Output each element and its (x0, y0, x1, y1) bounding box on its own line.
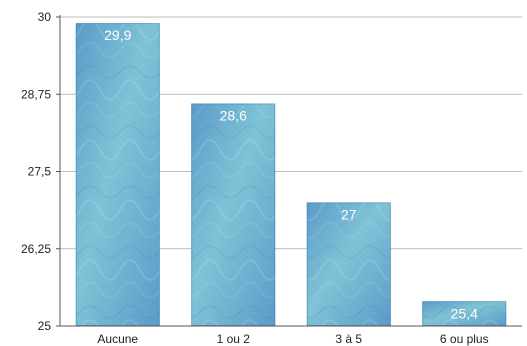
y-tick-label: 26,25 (21, 242, 51, 256)
y-tick-label: 25 (38, 319, 52, 333)
bar-texture (191, 103, 276, 327)
data-label: 27 (341, 206, 357, 222)
x-category-label: 1 ou 2 (217, 332, 251, 346)
y-tick-label: 30 (38, 10, 52, 24)
data-label: 29,9 (104, 27, 131, 43)
axes (56, 15, 522, 327)
bar-texture (306, 202, 391, 326)
data-label: 28,6 (220, 108, 247, 124)
bar-texture (422, 301, 507, 326)
y-tick-label: 28,75 (21, 87, 51, 101)
x-category-label: 6 ou plus (440, 332, 489, 346)
data-label: 25,4 (451, 305, 478, 321)
labels: 25 26,25 27,5 28,75 30 29,9 Aucune 28,6 1 ou 2 27… (21, 10, 489, 346)
bar-texture (75, 23, 160, 327)
x-category-label: 3 à 5 (335, 332, 362, 346)
y-tick-label: 27,5 (28, 165, 52, 179)
x-category-label: Aucune (97, 332, 138, 346)
bars (75, 23, 507, 327)
